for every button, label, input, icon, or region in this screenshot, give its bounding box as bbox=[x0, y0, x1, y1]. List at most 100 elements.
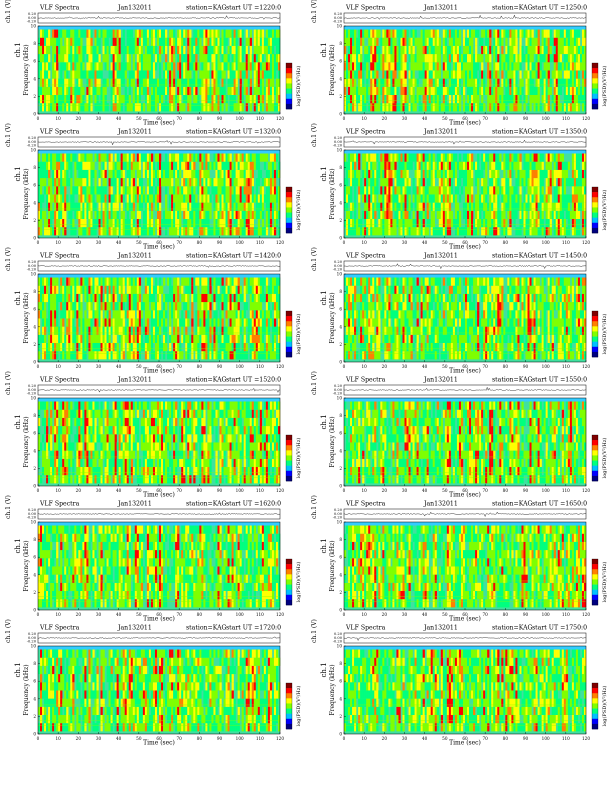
spectrogram-cell bbox=[465, 54, 468, 63]
spectrogram-cell bbox=[370, 169, 373, 179]
spectrogram-cell bbox=[539, 54, 542, 63]
spectrogram-cell bbox=[374, 186, 377, 195]
spectrogram-cell bbox=[412, 194, 415, 203]
spectrogram-cell bbox=[223, 45, 226, 55]
spectrogram-cell bbox=[146, 169, 150, 179]
spectrogram-cell bbox=[541, 94, 544, 104]
spectrogram-cell bbox=[390, 94, 393, 104]
spectrogram-cell bbox=[533, 202, 536, 211]
spectrogram-cell bbox=[44, 310, 47, 319]
spectrogram-cell bbox=[86, 37, 89, 46]
spectrogram-cell bbox=[271, 37, 275, 46]
spectrogram-cell bbox=[507, 186, 510, 195]
spectrogram-cell bbox=[374, 194, 377, 203]
spectrogram-cell bbox=[219, 94, 222, 104]
spectrogram-cell bbox=[426, 78, 429, 87]
spectrogram-cell bbox=[549, 54, 552, 63]
spectrogram-cell bbox=[142, 342, 146, 352]
spectrogram-cell bbox=[98, 210, 101, 219]
spectrogram-cell bbox=[513, 78, 516, 87]
spectrogram-cell bbox=[257, 86, 261, 95]
spectrogram-cell bbox=[255, 86, 259, 95]
spectrogram-cell bbox=[577, 194, 581, 203]
spectrogram-cell bbox=[68, 293, 71, 303]
spectrogram-cell bbox=[430, 54, 433, 63]
spectrogram-cell bbox=[249, 169, 252, 179]
spectrogram-cell bbox=[388, 45, 391, 55]
spectrogram-cell bbox=[171, 78, 174, 87]
spectrogram-cell bbox=[473, 70, 476, 79]
spectrogram-cell bbox=[185, 227, 188, 236]
spectrogram-cell bbox=[265, 153, 269, 162]
spectrogram-cell bbox=[114, 161, 117, 170]
spectrogram-cell bbox=[179, 194, 182, 203]
spectrogram-cell bbox=[213, 86, 216, 95]
spectrogram-cell bbox=[56, 342, 59, 352]
spectrogram-cell bbox=[142, 326, 146, 335]
spectrogram-cell bbox=[146, 351, 150, 360]
spectrogram-cell bbox=[189, 218, 192, 228]
spectrogram-cell bbox=[247, 178, 250, 187]
spectrogram-cell bbox=[126, 210, 129, 219]
spectrogram-cell bbox=[50, 153, 53, 162]
spectrogram-cell bbox=[116, 277, 119, 286]
spectrogram-cell bbox=[209, 103, 212, 112]
spectrogram-cell bbox=[271, 70, 275, 79]
spectrogram-cell bbox=[535, 210, 538, 219]
spectrogram-cell bbox=[467, 161, 470, 170]
spectrogram-cell bbox=[400, 210, 403, 219]
spectrogram-cell bbox=[275, 169, 279, 179]
spectrogram-cell bbox=[465, 153, 468, 162]
spectrogram-cell bbox=[70, 178, 73, 187]
spectrogram-cell bbox=[235, 62, 238, 71]
spectrogram-cell bbox=[509, 54, 512, 63]
spectrogram-cell bbox=[50, 103, 53, 112]
spectrogram-cell bbox=[402, 202, 405, 211]
spectrogram-cell bbox=[368, 169, 371, 179]
spectrogram-cell bbox=[225, 169, 228, 179]
spectrogram-cell bbox=[42, 78, 45, 87]
spectrogram-cell bbox=[354, 218, 357, 228]
spectrogram-cell bbox=[446, 29, 450, 38]
spectrogram-cell bbox=[456, 62, 460, 71]
spectrogram-cell bbox=[382, 218, 385, 228]
spectrogram-cell bbox=[420, 161, 423, 170]
spectrogram-cell bbox=[454, 153, 458, 162]
spectrogram-cell bbox=[40, 37, 43, 46]
spectrogram-cell bbox=[201, 210, 204, 219]
spectrogram-cell bbox=[152, 45, 156, 55]
spectrogram-cell bbox=[259, 29, 263, 38]
spectrogram-cell bbox=[98, 178, 101, 187]
spectrogram-cell bbox=[86, 342, 89, 352]
spectrogram-cell bbox=[90, 210, 93, 219]
spectrogram-cell bbox=[467, 169, 470, 179]
spectrogram-cell bbox=[406, 202, 409, 211]
spectrogram-cell bbox=[555, 202, 558, 211]
spectrogram-cell bbox=[48, 334, 51, 343]
spectrogram-cell bbox=[481, 45, 484, 55]
spectrogram-cell bbox=[136, 351, 140, 360]
spectrogram-cell bbox=[537, 29, 540, 38]
spectrogram-cell bbox=[384, 227, 387, 236]
spectrogram-cell bbox=[239, 45, 242, 55]
spectrogram-cell bbox=[485, 86, 488, 95]
spectrogram-cell bbox=[58, 218, 61, 228]
spectrogram-cell bbox=[122, 37, 125, 46]
spectrogram-cell bbox=[257, 54, 261, 63]
spectrogram-cell bbox=[144, 310, 148, 319]
spectrogram-cell bbox=[269, 178, 273, 187]
spectrogram-cell bbox=[88, 351, 91, 360]
spectrogram-cell bbox=[122, 194, 125, 203]
spectrogram-cell bbox=[555, 94, 558, 104]
spectrogram-cell bbox=[440, 202, 444, 211]
spectrogram-cell bbox=[221, 37, 224, 46]
spectrogram-cell bbox=[154, 54, 158, 63]
spectrogram-cell bbox=[106, 302, 109, 311]
spectrogram-cell bbox=[90, 78, 93, 87]
spectrogram-cell bbox=[535, 153, 538, 162]
spectrogram-cell bbox=[165, 161, 168, 170]
spectrogram-cell bbox=[253, 161, 256, 170]
spectrogram-cell bbox=[372, 37, 375, 46]
spectrogram-cell bbox=[358, 161, 361, 170]
spectrogram-cell bbox=[489, 178, 492, 187]
